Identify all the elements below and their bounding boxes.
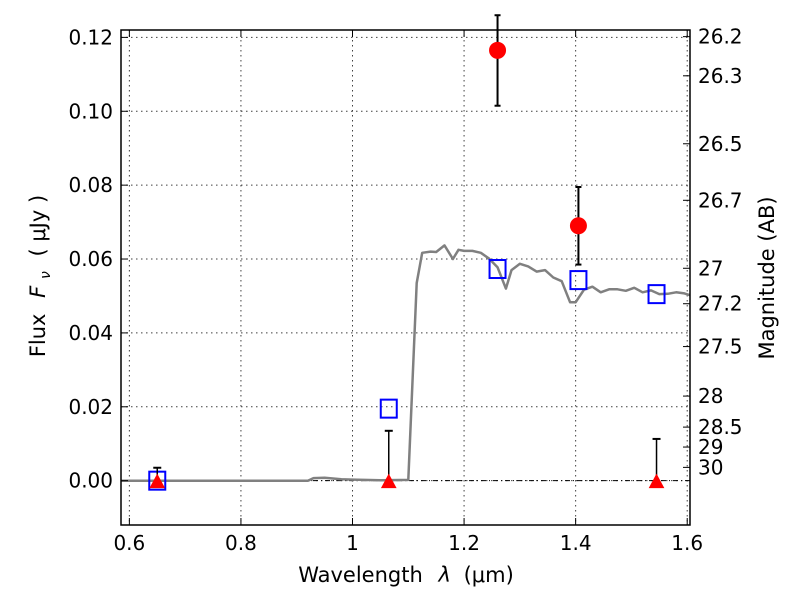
y2-tick-label: 26.5 <box>698 132 743 156</box>
x-tick-label: 0.8 <box>225 531 257 555</box>
y2-tick-label: 27 <box>698 256 723 280</box>
detections-series <box>489 14 587 266</box>
y-tick-label: 0.10 <box>68 99 113 123</box>
tick-marks <box>121 30 690 525</box>
y-axis-label-prefix: Flux <box>26 314 50 358</box>
y2-tick-label: 28.5 <box>698 415 743 439</box>
x-tick-label: 0.6 <box>113 531 145 555</box>
y2-tick-label: 26.7 <box>698 188 743 212</box>
series-layer <box>121 14 691 491</box>
model-sed-series <box>121 244 691 482</box>
x-tick-label: 1 <box>346 531 359 555</box>
model-band-flux-series <box>148 259 666 491</box>
y-tick-label: 0.00 <box>68 469 113 493</box>
model-band-square <box>647 284 666 305</box>
plot-frame <box>120 29 691 526</box>
y-axis-label-symbol: F <box>26 285 50 298</box>
x-tick-label: 1.2 <box>448 531 480 555</box>
y-tick-label: 0.06 <box>68 247 113 271</box>
x-axis-label-symbol: λ <box>437 563 450 587</box>
y2-tick-label: 30 <box>698 455 723 479</box>
y2-tick-label: 29 <box>698 435 723 459</box>
x-axis-label-unit: (μm) <box>464 563 514 587</box>
grid-lines <box>121 30 690 525</box>
model-sed-line <box>121 244 691 482</box>
y-tick-label: 0.12 <box>68 25 113 49</box>
y-tick-label: 0.04 <box>68 321 113 345</box>
non-detection-triangle <box>648 473 665 489</box>
y-tick-label: 0.02 <box>68 395 113 419</box>
non-detection-triangle <box>149 473 166 489</box>
non-detections-series <box>149 429 665 489</box>
y2-tick-label: 26.2 <box>698 25 743 49</box>
model-band-square <box>569 270 588 291</box>
y2-tick-label: 27.2 <box>698 292 743 316</box>
tick-labels: 0.6 0.8 1 1.2 1.4 1.6 0.00 0.02 0.04 0.06 0.08 0.10… <box>68 25 742 555</box>
detection-point <box>489 41 507 59</box>
x-tick-label: 1.6 <box>671 531 703 555</box>
y-axis-label: Flux F ν ( μJy ) <box>26 195 55 357</box>
model-band-square <box>379 398 398 419</box>
y-tick-label: 0.08 <box>68 173 113 197</box>
y-axis-label-unit: ( μJy ) <box>26 195 50 257</box>
x-tick-label: 1.4 <box>560 531 592 555</box>
y2-tick-label: 27.5 <box>698 335 743 359</box>
detection-point <box>569 217 587 235</box>
y2-tick-label: 28 <box>698 384 723 408</box>
y2-tick-label: 26.3 <box>698 64 743 88</box>
secondary-y-axis-label: Magnitude (AB) <box>755 196 779 359</box>
x-axis-label: Wavelength λ (μm) <box>298 563 514 587</box>
model-band-square <box>488 259 507 280</box>
x-axis-label-prefix: Wavelength <box>298 563 423 587</box>
y-axis-label-subscript: ν <box>38 271 54 279</box>
non-detection-triangle <box>380 473 397 489</box>
